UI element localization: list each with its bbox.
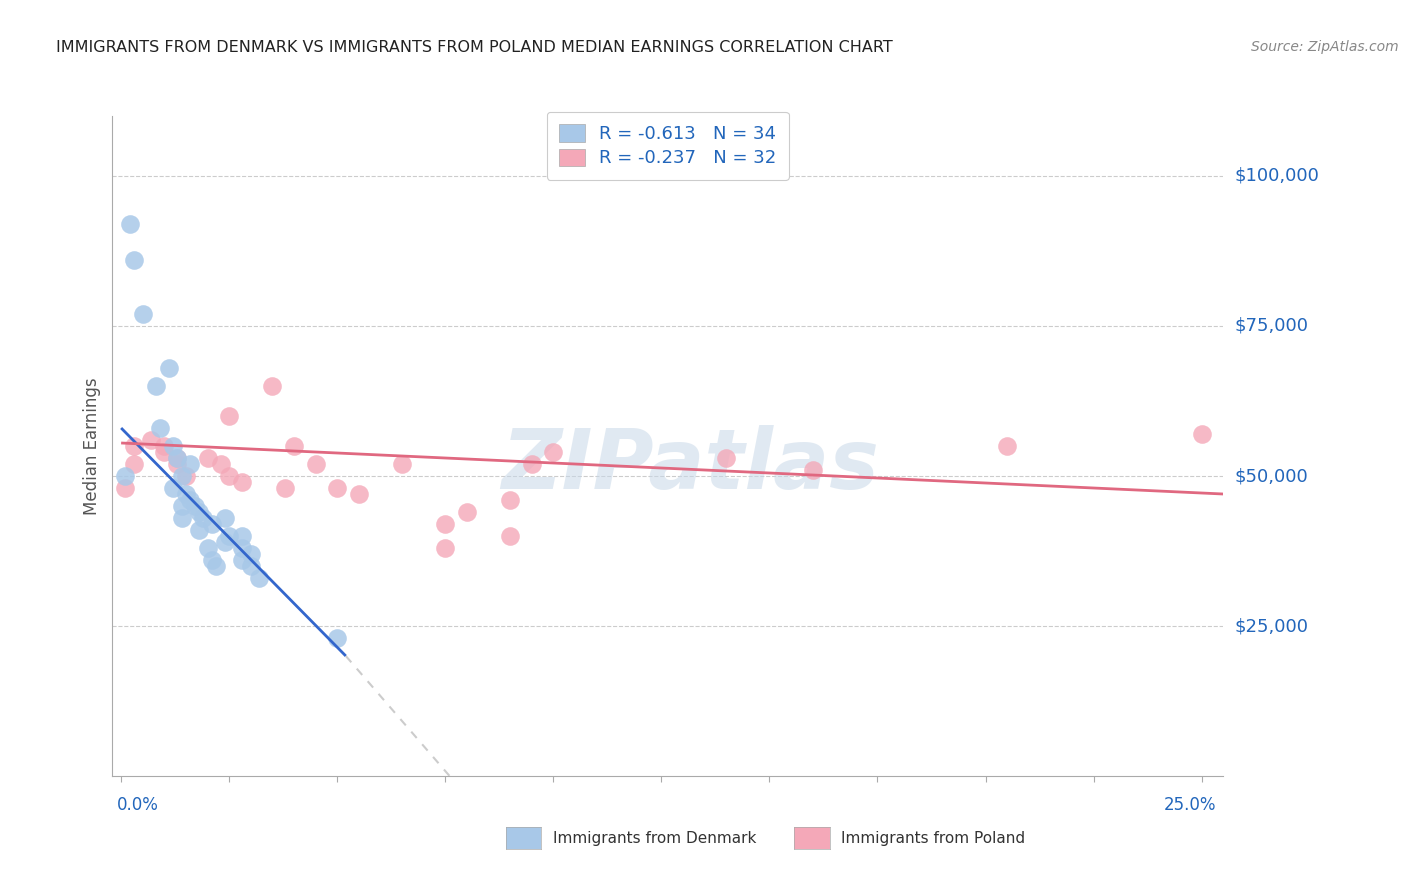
Text: Immigrants from Denmark: Immigrants from Denmark [553, 831, 756, 846]
Point [218, 409, 240, 423]
Point [714, 450, 737, 465]
Point [174, 469, 197, 483]
Point [187, 505, 209, 519]
Point [162, 439, 184, 453]
Point [197, 450, 219, 465]
Point [218, 469, 240, 483]
Point [166, 450, 188, 465]
Point [231, 529, 253, 543]
Point [209, 457, 232, 471]
Point [166, 457, 188, 471]
Point [118, 217, 141, 231]
Text: Immigrants from Poland: Immigrants from Poland [841, 831, 1025, 846]
Point [543, 445, 565, 459]
Point [179, 457, 201, 471]
Point [214, 511, 236, 525]
Point [170, 469, 193, 483]
Point [197, 541, 219, 555]
Point [391, 457, 413, 471]
Point [183, 499, 205, 513]
Point [187, 523, 209, 537]
Point [283, 439, 305, 453]
Point [995, 439, 1018, 453]
Point [201, 553, 224, 567]
Point [1191, 427, 1213, 442]
Point [231, 553, 253, 567]
Legend: R = -0.613   N = 34, R = -0.237   N = 32: R = -0.613 N = 34, R = -0.237 N = 32 [547, 112, 789, 180]
Point [153, 439, 176, 453]
Y-axis label: Median Earnings: Median Earnings [83, 377, 101, 515]
Text: $100,000: $100,000 [1234, 167, 1319, 185]
Point [122, 439, 145, 453]
Point [326, 481, 349, 495]
Point [193, 511, 215, 525]
Point [114, 469, 136, 483]
Point [166, 450, 188, 465]
Point [274, 481, 297, 495]
Point [499, 529, 522, 543]
Point [205, 559, 228, 574]
Point [231, 541, 253, 555]
Point [214, 535, 236, 549]
Point [434, 541, 457, 555]
Point [153, 445, 176, 459]
Point [249, 571, 271, 585]
Point [141, 433, 163, 447]
Point [218, 529, 240, 543]
Point [145, 379, 167, 393]
Text: ZIPatlas: ZIPatlas [501, 425, 879, 507]
Point [149, 421, 172, 435]
Point [520, 457, 543, 471]
Point [157, 361, 180, 376]
Point [239, 547, 262, 561]
Point [114, 481, 136, 495]
Point [179, 493, 201, 508]
Text: IMMIGRANTS FROM DENMARK VS IMMIGRANTS FROM POLAND MEDIAN EARNINGS CORRELATION CH: IMMIGRANTS FROM DENMARK VS IMMIGRANTS FR… [56, 40, 893, 55]
Point [801, 463, 824, 477]
Point [326, 631, 349, 645]
Point [201, 516, 224, 531]
Point [162, 481, 184, 495]
Point [499, 493, 522, 508]
Text: $25,000: $25,000 [1234, 617, 1309, 635]
Text: $75,000: $75,000 [1234, 317, 1309, 335]
Point [122, 252, 145, 267]
Point [456, 505, 478, 519]
Text: $50,000: $50,000 [1234, 467, 1308, 485]
Point [231, 475, 253, 489]
Text: 0.0%: 0.0% [117, 796, 159, 814]
Text: Source: ZipAtlas.com: Source: ZipAtlas.com [1251, 40, 1399, 54]
Point [132, 307, 155, 321]
Point [434, 516, 457, 531]
Point [262, 379, 284, 393]
Point [122, 457, 145, 471]
Point [170, 499, 193, 513]
Point [170, 511, 193, 525]
Point [239, 559, 262, 574]
Point [347, 487, 370, 501]
Point [304, 457, 326, 471]
Text: 25.0%: 25.0% [1164, 796, 1216, 814]
Point [174, 487, 197, 501]
